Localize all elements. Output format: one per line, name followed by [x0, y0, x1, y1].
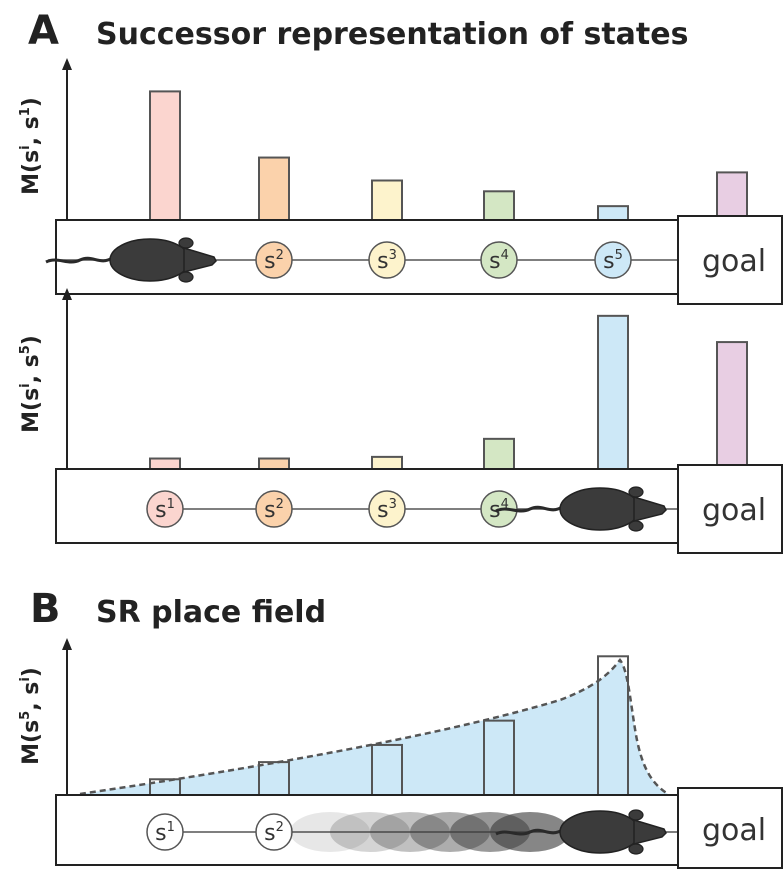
state-nodes: s1 s2 [146, 813, 293, 851]
state-label-s2: s2 [264, 248, 284, 274]
bar-series [149, 314, 748, 472]
place-field-area [80, 660, 668, 794]
panel-b-chart: M(s5, si) [18, 638, 669, 797]
bar-series [149, 90, 748, 223]
goal-box [677, 787, 783, 869]
goal-box [677, 215, 783, 305]
state-label-s3: s3 [377, 497, 397, 523]
y-axis-arrow-icon [62, 288, 72, 300]
state-node-s3 [368, 241, 406, 279]
mouse-icon [45, 237, 217, 283]
state-node-s5 [594, 241, 632, 279]
goal-box [677, 464, 783, 554]
state-label-s1: s1 [155, 820, 175, 846]
goal-label: goal [702, 244, 766, 279]
panel-b-track: s1 s2 goal [55, 787, 783, 869]
state-node-s1 [146, 813, 184, 851]
state-label-s4: s4 [489, 248, 509, 274]
y-axis-arrow-icon [62, 58, 72, 70]
goal-label: goal [702, 493, 766, 528]
state-node-s2 [255, 241, 293, 279]
state-label-s2: s2 [264, 497, 284, 523]
panel-a-title: Successor representation of states [96, 17, 688, 52]
panel-a-top-chart: M(si, s1) [18, 58, 748, 223]
state-label-s5: s5 [603, 248, 623, 274]
place-field-curve [79, 657, 669, 796]
panel-a-top-track: s2 s3 s4 s5 goal [45, 215, 783, 305]
state-node-s3 [368, 490, 406, 528]
state-label-s4: s4 [489, 497, 509, 523]
state-node-s2 [255, 813, 293, 851]
bar-goal [716, 171, 748, 222]
bar-s4 [483, 190, 515, 223]
goal-label: goal [702, 813, 766, 848]
state-nodes: s1 s2 s3 s4 [146, 490, 518, 528]
bar-s2 [258, 156, 290, 223]
state-node-s4 [480, 241, 518, 279]
panel-b-letter: B [30, 586, 61, 632]
panel-b-title: SR place field [96, 595, 326, 630]
bar-s5 [597, 314, 629, 471]
mouse-trail-ghost [330, 812, 410, 852]
bar-goal [716, 341, 748, 471]
panel-a-bottom-track: s1 s2 s3 s4 goal [55, 464, 783, 554]
y-axis-arrow-icon [62, 638, 72, 650]
y-axis-label: M(si, s1) [18, 97, 44, 195]
panel-a-bottom-chart: M(si, s5) [18, 288, 748, 472]
mouse-trail-ghost [290, 812, 370, 852]
bar-s1 [149, 90, 181, 223]
state-node-s2 [255, 490, 293, 528]
mouse-icon [495, 809, 667, 855]
mouse-icon [495, 486, 667, 532]
state-label-s2: s2 [264, 820, 284, 846]
state-nodes: s2 s3 s4 s5 [255, 241, 632, 279]
bar-s3 [371, 179, 403, 222]
state-label-s1: s1 [155, 497, 175, 523]
panel-a-letter: A [28, 8, 59, 54]
state-node-s1 [146, 490, 184, 528]
bar-s4 [483, 437, 515, 471]
state-label-s3: s3 [377, 248, 397, 274]
y-axis-label: M(si, s5) [18, 335, 44, 433]
bar-s5 [597, 205, 629, 222]
mouse-trail-ghost [370, 812, 450, 852]
y-axis-label: M(s5, si) [18, 667, 44, 765]
